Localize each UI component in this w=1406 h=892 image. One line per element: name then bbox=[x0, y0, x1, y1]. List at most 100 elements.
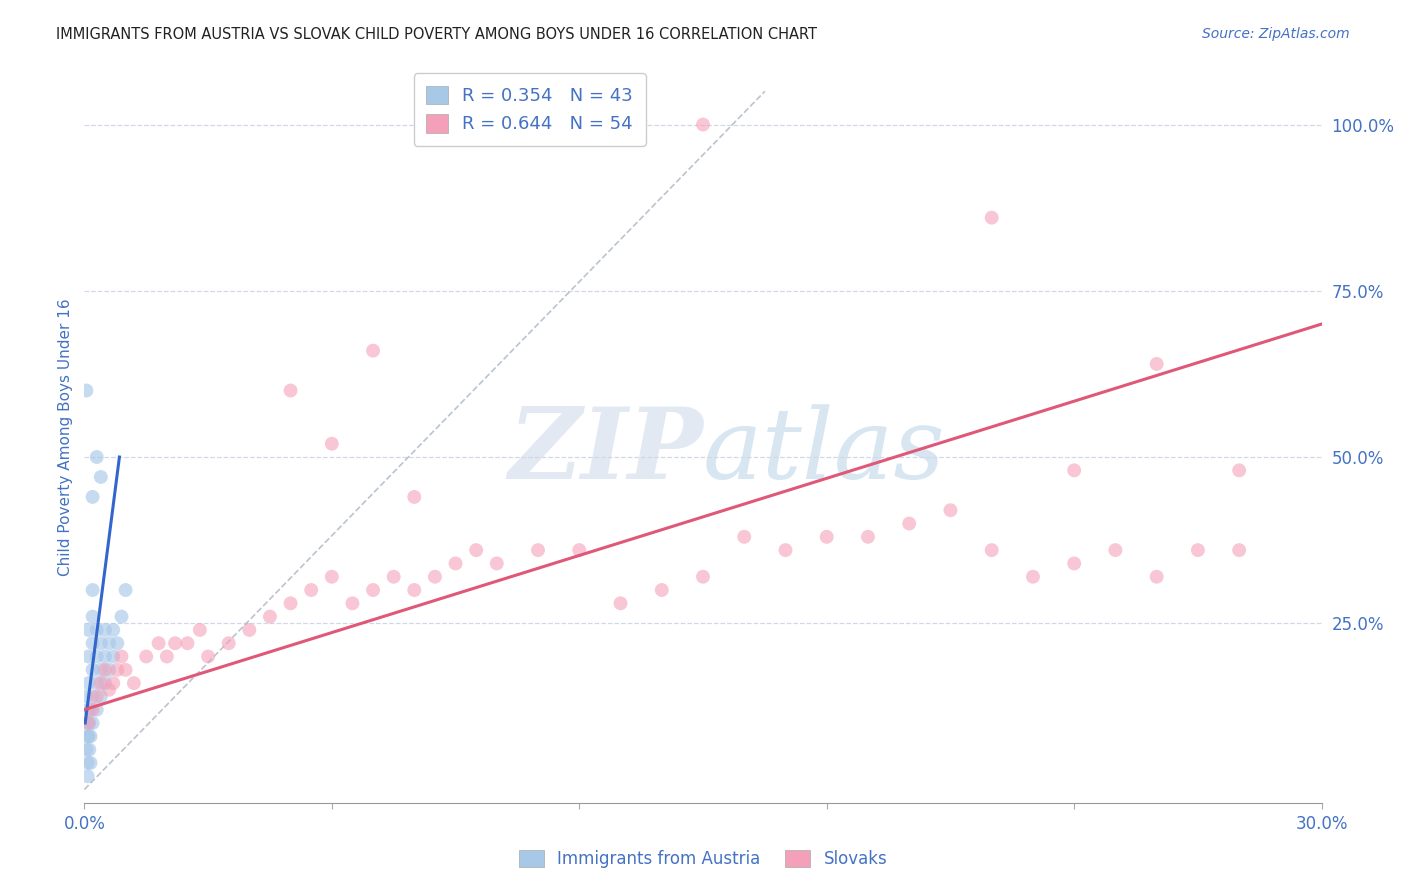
Point bbox=[114, 663, 136, 677]
Point bbox=[94, 676, 117, 690]
Text: atlas: atlas bbox=[703, 404, 946, 500]
Point bbox=[775, 543, 797, 558]
Point bbox=[280, 384, 302, 398]
Point bbox=[444, 557, 467, 571]
Point bbox=[527, 543, 550, 558]
Point bbox=[110, 649, 132, 664]
Point bbox=[98, 682, 121, 697]
Point bbox=[342, 596, 364, 610]
Point bbox=[1187, 543, 1209, 558]
Point bbox=[98, 636, 121, 650]
Point bbox=[692, 118, 714, 132]
Point bbox=[280, 596, 302, 610]
Point bbox=[77, 623, 100, 637]
Point bbox=[82, 582, 104, 597]
Point bbox=[82, 636, 104, 650]
Point bbox=[86, 690, 108, 704]
Point bbox=[259, 609, 281, 624]
Point bbox=[86, 623, 108, 637]
Point bbox=[361, 582, 384, 597]
Text: IMMIGRANTS FROM AUSTRIA VS SLOVAK CHILD POVERTY AMONG BOYS UNDER 16 CORRELATION : IMMIGRANTS FROM AUSTRIA VS SLOVAK CHILD … bbox=[56, 27, 817, 42]
Point bbox=[176, 636, 198, 650]
Legend: R = 0.354   N = 43, R = 0.644   N = 54: R = 0.354 N = 43, R = 0.644 N = 54 bbox=[413, 73, 645, 146]
Point bbox=[156, 649, 179, 664]
Point bbox=[82, 663, 104, 677]
Point bbox=[77, 729, 100, 743]
Point bbox=[86, 676, 108, 690]
Legend: Immigrants from Austria, Slovaks: Immigrants from Austria, Slovaks bbox=[512, 843, 894, 875]
Point bbox=[299, 582, 322, 597]
Point bbox=[114, 582, 136, 597]
Point bbox=[77, 703, 100, 717]
Point bbox=[94, 663, 117, 677]
Point bbox=[238, 623, 260, 637]
Point bbox=[76, 769, 98, 783]
Point bbox=[75, 384, 97, 398]
Point bbox=[1227, 543, 1250, 558]
Point bbox=[75, 742, 97, 756]
Point bbox=[692, 570, 714, 584]
Point bbox=[103, 649, 125, 664]
Point bbox=[79, 703, 101, 717]
Point bbox=[103, 676, 125, 690]
Point bbox=[90, 690, 112, 704]
Point bbox=[86, 649, 108, 664]
Point bbox=[165, 636, 187, 650]
Point bbox=[75, 716, 97, 731]
Point bbox=[939, 503, 962, 517]
Point bbox=[197, 649, 219, 664]
Point bbox=[361, 343, 384, 358]
Point bbox=[76, 756, 98, 770]
Point bbox=[82, 490, 104, 504]
Point bbox=[77, 716, 100, 731]
Point bbox=[1146, 570, 1168, 584]
Point bbox=[79, 742, 101, 756]
Point bbox=[105, 663, 128, 677]
Point bbox=[733, 530, 755, 544]
Point bbox=[94, 623, 117, 637]
Point bbox=[82, 690, 104, 704]
Point bbox=[651, 582, 673, 597]
Point bbox=[609, 596, 631, 610]
Point bbox=[321, 570, 343, 584]
Point bbox=[815, 530, 838, 544]
Point bbox=[485, 557, 508, 571]
Point bbox=[404, 490, 426, 504]
Point bbox=[423, 570, 446, 584]
Point bbox=[1146, 357, 1168, 371]
Point bbox=[103, 623, 125, 637]
Point bbox=[465, 543, 488, 558]
Point bbox=[90, 470, 112, 484]
Point bbox=[568, 543, 591, 558]
Point bbox=[382, 570, 405, 584]
Point bbox=[82, 716, 104, 731]
Point bbox=[135, 649, 157, 664]
Point bbox=[90, 663, 112, 677]
Point bbox=[105, 636, 128, 650]
Point bbox=[110, 609, 132, 624]
Y-axis label: Child Poverty Among Boys Under 16: Child Poverty Among Boys Under 16 bbox=[58, 298, 73, 576]
Point bbox=[148, 636, 170, 650]
Text: ZIP: ZIP bbox=[508, 403, 703, 500]
Point bbox=[79, 756, 101, 770]
Point bbox=[188, 623, 211, 637]
Point bbox=[1227, 463, 1250, 477]
Point bbox=[1022, 570, 1045, 584]
Point bbox=[98, 663, 121, 677]
Point bbox=[94, 649, 117, 664]
Point bbox=[82, 703, 104, 717]
Point bbox=[82, 609, 104, 624]
Point bbox=[122, 676, 145, 690]
Point bbox=[90, 676, 112, 690]
Point bbox=[86, 703, 108, 717]
Point bbox=[1063, 557, 1085, 571]
Point bbox=[980, 211, 1002, 225]
Point bbox=[79, 716, 101, 731]
Point bbox=[404, 582, 426, 597]
Text: Source: ZipAtlas.com: Source: ZipAtlas.com bbox=[1202, 27, 1350, 41]
Point bbox=[90, 636, 112, 650]
Point bbox=[77, 676, 100, 690]
Point bbox=[1104, 543, 1126, 558]
Point bbox=[86, 450, 108, 464]
Point bbox=[321, 436, 343, 450]
